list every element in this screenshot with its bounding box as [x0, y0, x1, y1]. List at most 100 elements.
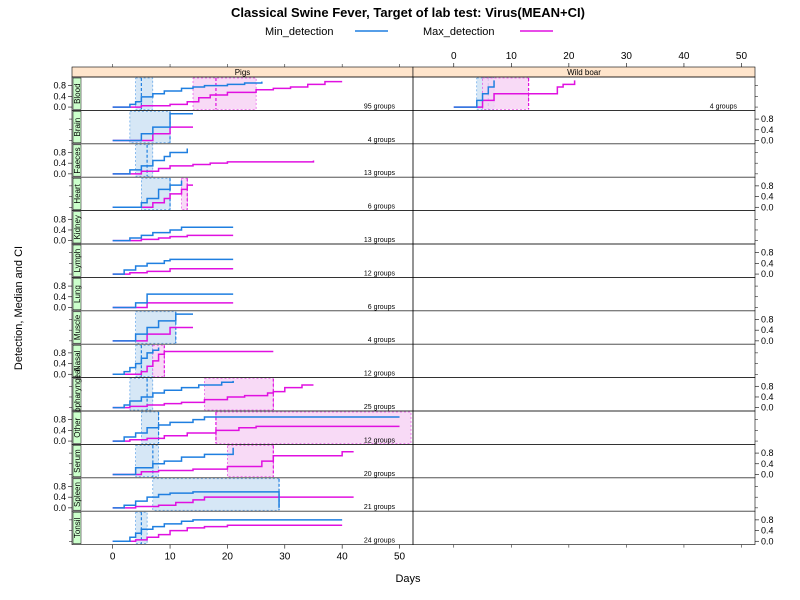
column-strip-label: Pigs	[235, 68, 251, 77]
x-tick-label: 50	[394, 552, 406, 563]
groups-label: 4 groups	[710, 103, 738, 110]
y-tick-label: 0.4	[761, 258, 774, 268]
x-tick-label: 20	[563, 51, 575, 62]
min-ci-band	[141, 177, 171, 210]
row-strip-label: Lung	[73, 285, 82, 303]
y-tick-label: 0.8	[761, 448, 774, 458]
panel-lymph-pigs	[112, 258, 234, 275]
panel-frame	[71, 110, 414, 145]
groups-label: 13 groups	[364, 237, 396, 244]
y-tick-label: 0.0	[53, 169, 66, 179]
y-tick-label: 0.0	[53, 369, 66, 379]
groups-label: 6 groups	[368, 204, 396, 211]
panel-spleen-pigs	[112, 478, 354, 511]
max-detection-line	[112, 234, 234, 242]
row-strip	[72, 278, 82, 311]
panel-blood-pigs	[112, 77, 343, 110]
y-tick-label: 0.0	[53, 302, 66, 312]
y-tick-label: 0.8	[761, 314, 774, 324]
y-tick-label: 0.0	[53, 503, 66, 513]
y-tick-label: 0.4	[53, 91, 66, 101]
min-detection-line	[112, 180, 183, 209]
panel-frame	[412, 76, 756, 111]
x-tick-label: 40	[678, 51, 690, 62]
groups-label: 12 groups	[364, 270, 396, 277]
y-tick-label: 0.0	[53, 102, 66, 112]
min-detection-line	[112, 112, 193, 142]
groups-label: 6 groups	[368, 304, 396, 311]
row-strip-label: Lymph	[73, 249, 82, 273]
groups-label: 21 groups	[364, 504, 396, 511]
y-tick-label: 0.0	[761, 403, 774, 413]
panel-frame	[412, 310, 756, 345]
panel-oropharyngeal-pigs	[112, 378, 314, 411]
y-tick-label: 0.0	[761, 336, 774, 346]
y-tick-label: 0.4	[53, 158, 66, 168]
min-detection-line	[112, 313, 193, 342]
y-tick-label: 0.4	[761, 192, 774, 202]
max-ci-band	[181, 177, 188, 210]
x-tick-label: 30	[621, 51, 633, 62]
panel-serum-pigs	[112, 445, 354, 478]
y-tick-label: 0.0	[761, 469, 774, 479]
panel-frame	[412, 410, 756, 445]
groups-label: 20 groups	[364, 471, 396, 478]
row-strip-label: Oropharyngeal	[73, 368, 82, 421]
y-tick-label: 0.8	[53, 147, 66, 157]
row-strip-label: Spleen	[73, 482, 82, 507]
panel-frame	[71, 277, 414, 312]
row-strip-label: Nasal	[73, 350, 82, 371]
x-tick-label: 10	[506, 51, 518, 62]
y-tick-label: 0.4	[53, 225, 66, 235]
row-strip	[72, 77, 82, 110]
y-tick-label: 0.8	[761, 181, 774, 191]
panel-frame	[412, 477, 756, 512]
panel-nasal-pigs	[112, 344, 274, 377]
x-tick-label: 40	[337, 552, 349, 563]
row-strip	[72, 177, 82, 210]
min-detection-line	[112, 148, 189, 175]
max-ci-band	[204, 378, 274, 411]
groups-label: 24 groups	[364, 538, 396, 545]
panel-frame	[71, 176, 414, 211]
panel-frame	[71, 210, 414, 245]
x-tick-label: 20	[222, 552, 234, 563]
legend-label-min: Min_detection	[265, 26, 334, 38]
panel-frame	[412, 510, 756, 545]
max-detection-line	[112, 326, 193, 342]
row-strip	[72, 344, 82, 377]
row-strip-label: Tonsil	[73, 517, 82, 538]
row-strip-label: Blood	[73, 83, 82, 103]
min-ci-band	[135, 311, 177, 344]
min-detection-line	[112, 258, 234, 275]
x-axis-label: Days	[395, 573, 421, 585]
y-tick-label: 0.4	[53, 359, 66, 369]
min-detection-line	[112, 519, 343, 543]
panel-heart-pigs	[112, 177, 193, 210]
y-tick-label: 0.0	[761, 135, 774, 145]
max-detection-line	[112, 350, 274, 376]
y-tick-label: 0.8	[761, 248, 774, 258]
x-tick-label: 0	[451, 51, 457, 62]
legend: Min_detection Max_detection	[265, 26, 553, 38]
panel-frame	[412, 210, 756, 245]
groups-label: 95 groups	[364, 103, 396, 110]
legend-label-max: Max_detection	[423, 26, 495, 38]
panel-frame	[71, 343, 414, 378]
min-detection-line	[112, 293, 234, 309]
panel-lung-pigs	[112, 293, 234, 309]
row-strip-label: Serum	[73, 449, 82, 473]
panel-frame	[71, 243, 414, 278]
row-strip	[72, 478, 82, 511]
y-tick-label: 0.8	[53, 281, 66, 291]
y-tick-label: 0.4	[761, 325, 774, 335]
y-tick-label: 0.8	[53, 214, 66, 224]
panel-frame	[71, 143, 414, 178]
y-tick-label: 0.4	[53, 425, 66, 435]
row-strip	[72, 111, 82, 144]
y-tick-label: 0.4	[761, 459, 774, 469]
min-detection-line	[453, 80, 495, 108]
min-ci-band	[135, 77, 154, 110]
panel-frame	[412, 343, 756, 378]
